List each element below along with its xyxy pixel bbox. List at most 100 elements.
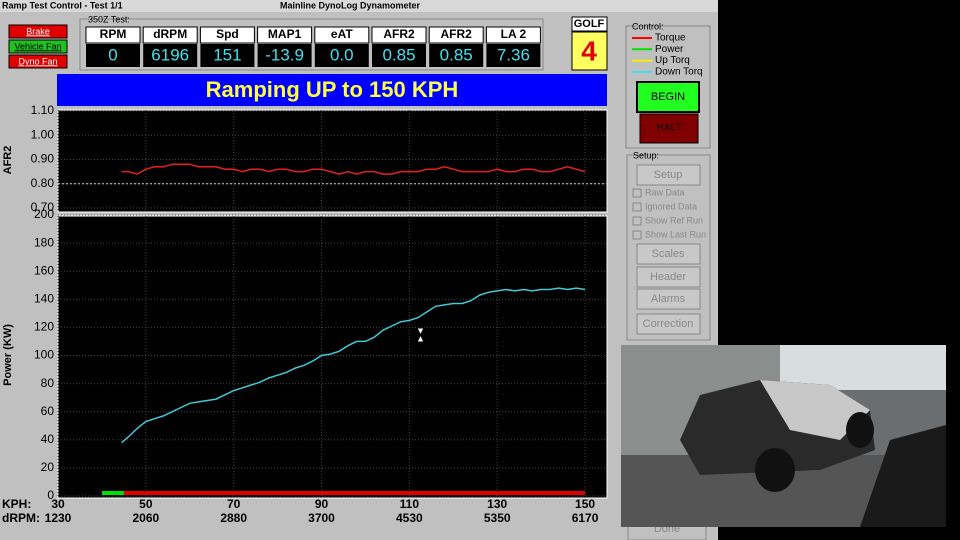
x-tick-label: 30 [51, 497, 65, 511]
banner-text: Ramping UP to 150 KPH [206, 77, 459, 102]
y-tick-label: 1.10 [31, 103, 55, 117]
x-tick-label: 70 [227, 497, 241, 511]
gauge-label-box [314, 26, 370, 44]
gauge-label-box [199, 26, 255, 44]
setup-action-label[interactable]: Correction [643, 318, 694, 330]
y-tick-label: 160 [34, 263, 54, 277]
setup-button-label[interactable]: Setup [654, 169, 683, 181]
begin-label[interactable]: BEGIN [651, 91, 685, 103]
y-tick-label: 20 [41, 460, 55, 474]
y-tick-label: 80 [41, 376, 55, 390]
y-tick-label: 40 [41, 432, 55, 446]
y-tick-label: 0.90 [31, 152, 55, 166]
setup-frame [626, 154, 711, 341]
x2-tick-label: 2060 [132, 511, 159, 525]
x2-axis-label: dRPM: [2, 511, 40, 525]
gauge-value: 6196 [151, 45, 189, 64]
gauge-label-box [257, 26, 313, 44]
gauge-value-box [429, 44, 484, 67]
x2-tick-label: 5350 [484, 511, 511, 525]
begin-button[interactable] [636, 81, 700, 113]
title-bar [0, 0, 718, 12]
gauge-label-box [371, 26, 427, 44]
control-frame [625, 25, 711, 149]
y-tick-label: 1.00 [31, 127, 55, 141]
x-tick-label: 110 [400, 497, 420, 511]
y-tick-label: 200 [34, 207, 54, 221]
gauge-label: MAP1 [268, 27, 302, 41]
setup-action-label[interactable]: Header [650, 271, 686, 283]
gauge-label-box [142, 26, 198, 44]
video-inset [621, 345, 946, 527]
gauge-value-box [314, 44, 369, 67]
gauge-label: RPM [100, 27, 127, 41]
toggle-label[interactable]: Vehicle Fan [14, 41, 61, 51]
checkbox-label[interactable]: Show Ref Run [645, 215, 703, 225]
test-group-frame [79, 18, 544, 71]
y-tick-label: 0.70 [31, 200, 55, 214]
setup-action-button[interactable] [636, 288, 701, 310]
gauge-value: -13.9 [265, 45, 304, 64]
setup-action-label[interactable]: Alarms [651, 293, 686, 305]
x-tick-label: 90 [315, 497, 329, 511]
app-title: Mainline DynoLog Dynamometer [280, 0, 421, 10]
gauge-label-box [485, 26, 541, 44]
gauge-value-box [257, 44, 312, 67]
setup-action-button[interactable] [636, 313, 701, 335]
data-line [121, 163, 586, 175]
gauge-value-box [143, 44, 198, 67]
toggle-button[interactable] [8, 24, 68, 39]
toggle-label[interactable]: Dyno Fan [18, 56, 57, 66]
test-group-title: 350Z Test: [88, 14, 130, 24]
golf-value-box [571, 31, 608, 71]
checkbox[interactable] [632, 202, 642, 212]
x-tick-label: 130 [487, 497, 507, 511]
golf-label-box [571, 16, 608, 32]
toggle-button[interactable] [8, 54, 68, 69]
setup-action-button[interactable] [636, 243, 701, 265]
y-axis-label: AFR2 [2, 146, 14, 175]
gauge-value: 151 [213, 45, 241, 64]
cursor-icon [416, 327, 425, 343]
setup-action-button[interactable] [636, 266, 701, 288]
gauge-value-box [86, 44, 140, 67]
toggle-button[interactable] [8, 39, 68, 54]
x-axis-label: KPH: [2, 497, 31, 511]
gauge-label-box [428, 26, 484, 44]
gauge-value: 0.85 [440, 45, 473, 64]
gauge-label: AFR2 [441, 27, 473, 41]
y-tick-label: 100 [34, 348, 54, 362]
x-tick-label: 150 [575, 497, 595, 511]
setup-title: Setup: [633, 150, 659, 160]
legend-label: Torque [655, 33, 686, 44]
checkbox-label[interactable]: Raw Data [645, 187, 685, 197]
golf-label: GOLF [574, 18, 605, 30]
halt-label[interactable]: HALT [657, 123, 682, 134]
legend-label: Down Torq [655, 67, 703, 78]
gauge-label: eAT [331, 27, 353, 41]
gauge-value: 7.36 [497, 45, 530, 64]
gauge-value-box [372, 44, 426, 67]
gauge-label: dRPM [153, 27, 187, 41]
plot-area [57, 215, 608, 499]
setup-action-label[interactable]: Scales [651, 248, 685, 260]
checkbox-label[interactable]: Show Last Run [645, 229, 706, 239]
plot-area [57, 109, 608, 213]
halt-button[interactable] [639, 113, 699, 144]
x2-tick-label: 3700 [308, 511, 335, 525]
y-tick-label: 0 [47, 488, 54, 502]
checkbox[interactable] [632, 216, 642, 226]
gauge-value: 0 [108, 45, 117, 64]
y-axis-label: Power (KW) [2, 324, 14, 386]
setup-button[interactable] [636, 164, 701, 186]
x-tick-label: 50 [139, 497, 153, 511]
gauge-value-box [200, 44, 255, 67]
toggle-label[interactable]: Brake [26, 26, 50, 36]
gauge-label: Spd [216, 27, 239, 41]
checkbox[interactable] [632, 230, 642, 240]
checkbox-label[interactable]: Ignored Data [645, 201, 697, 211]
checkbox[interactable] [632, 188, 642, 198]
y-tick-label: 140 [34, 291, 54, 305]
x2-tick-label: 6170 [572, 511, 599, 525]
